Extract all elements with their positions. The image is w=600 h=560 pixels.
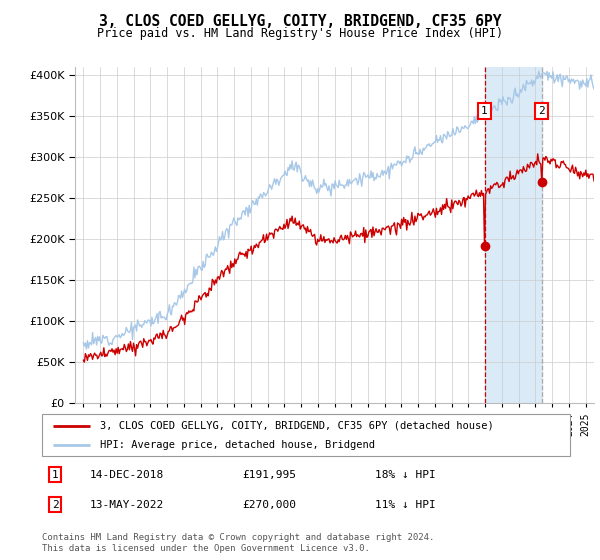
Text: Contains HM Land Registry data © Crown copyright and database right 2024.
This d: Contains HM Land Registry data © Crown c… — [42, 533, 434, 553]
Text: £270,000: £270,000 — [242, 500, 296, 510]
FancyBboxPatch shape — [42, 414, 570, 456]
Text: 3, CLOS COED GELLYG, COITY, BRIDGEND, CF35 6PY (detached house): 3, CLOS COED GELLYG, COITY, BRIDGEND, CF… — [100, 421, 494, 431]
Text: 14-DEC-2018: 14-DEC-2018 — [89, 470, 164, 479]
Text: 11% ↓ HPI: 11% ↓ HPI — [374, 500, 436, 510]
Text: 1: 1 — [52, 470, 59, 479]
Text: £191,995: £191,995 — [242, 470, 296, 479]
Text: 13-MAY-2022: 13-MAY-2022 — [89, 500, 164, 510]
Text: 2: 2 — [52, 500, 59, 510]
Text: 2: 2 — [538, 106, 545, 116]
Text: 3, CLOS COED GELLYG, COITY, BRIDGEND, CF35 6PY: 3, CLOS COED GELLYG, COITY, BRIDGEND, CF… — [99, 14, 501, 29]
Text: 18% ↓ HPI: 18% ↓ HPI — [374, 470, 436, 479]
Text: Price paid vs. HM Land Registry's House Price Index (HPI): Price paid vs. HM Land Registry's House … — [97, 27, 503, 40]
Text: HPI: Average price, detached house, Bridgend: HPI: Average price, detached house, Brid… — [100, 440, 375, 450]
Text: 1: 1 — [481, 106, 488, 116]
Bar — [485, 67, 542, 403]
